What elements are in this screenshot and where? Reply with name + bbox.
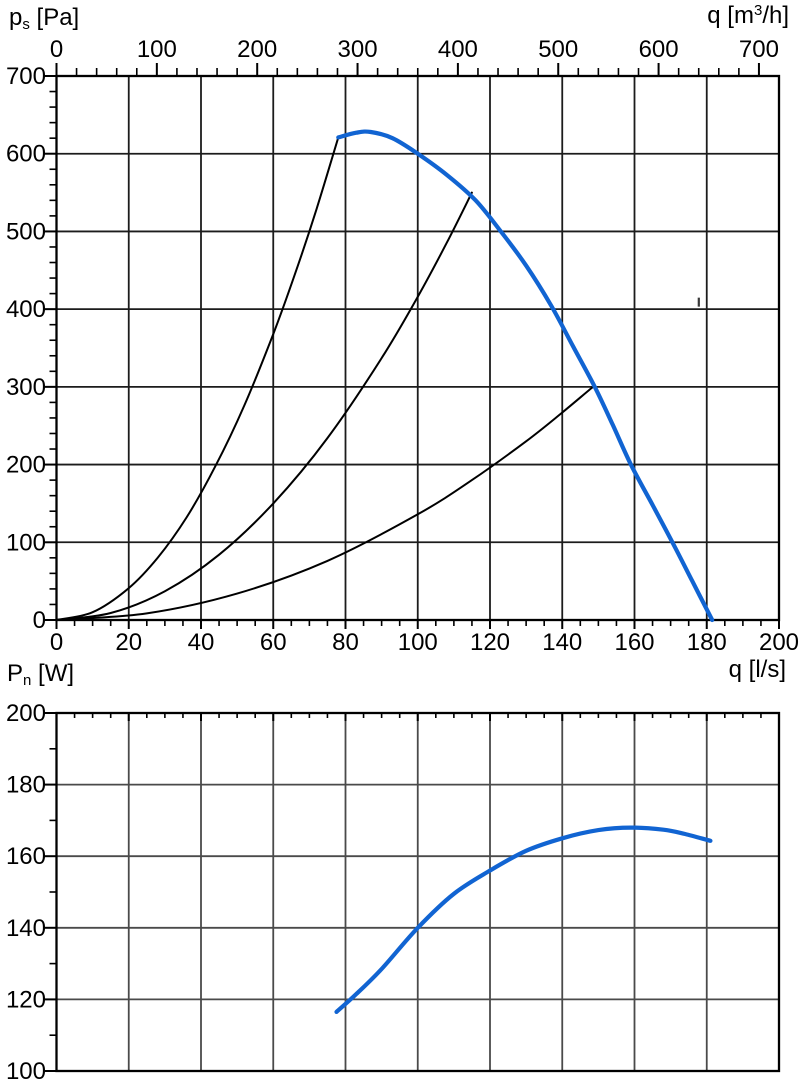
pressure-axis-tick-label: 600 (6, 141, 46, 168)
bottom-axis-tick-label: 180 (687, 629, 727, 656)
top-axis-tick-label: 100 (137, 36, 177, 63)
bottom-axis-tick-label: 200 (759, 629, 799, 656)
pressure-chart-curves (55, 129, 715, 623)
pressure-axis-tick-label: 500 (6, 218, 46, 245)
pressure-axis-tick-label: 700 (6, 63, 46, 90)
power-chart: 100 120 140 160 180 200 (6, 700, 781, 1083)
power-axis-tick-label: 200 (6, 700, 46, 727)
power-axis-tick-label: 120 (6, 986, 46, 1013)
flow-symbol: q (707, 2, 721, 29)
pressure-axis-tick-label: 100 (6, 529, 46, 556)
power-symbol-subscript: n (23, 672, 32, 689)
power-unit: [W] (31, 660, 75, 687)
bottom-axis-tick-label: 160 (614, 629, 654, 656)
top-axis-tick-label: 300 (338, 36, 378, 63)
pressure-chart-grid (56, 76, 779, 620)
stray-tick-mark (697, 297, 700, 307)
pressure-symbol: p (9, 4, 23, 31)
bottom-axis-tick-label: 80 (332, 629, 359, 656)
power-chart-ticks (43, 712, 780, 1072)
flow-unit-superscript: 3 (753, 2, 763, 19)
power-curve (334, 825, 713, 1014)
pressure-axis-unit-label: ps [Pa] (9, 4, 80, 33)
power-axis-tick-label: 100 (6, 1058, 46, 1083)
top-axis-tick-label: 400 (438, 36, 478, 63)
bottom-axis-tick-label: 40 (188, 629, 215, 656)
bottom-axis-tick-label: 140 (542, 629, 582, 656)
power-axis-unit-label: Pn [W] (7, 660, 75, 689)
flow-bottom-axis-unit-label: q [l/s] (728, 656, 786, 683)
pressure-symbol-subscript: s (22, 16, 30, 33)
top-axis-tick-label: 700 (739, 36, 779, 63)
flow-unit-close: /h] (762, 2, 789, 29)
bottom-axis-tick-label: 20 (115, 629, 142, 656)
bottom-axis-tick-label: 120 (470, 629, 510, 656)
flow-top-axis-unit-label: q [m3/h] (707, 2, 789, 29)
pressure-unit: [Pa] (29, 4, 80, 31)
pressure-chart-ticks (43, 63, 780, 629)
top-axis-tick-label: 0 (50, 36, 63, 63)
top-axis-tick-label: 600 (639, 36, 679, 63)
power-axis-tick-label: 180 (6, 772, 46, 799)
top-axis-tick-label: 200 (237, 36, 277, 63)
pressure-axis-tick-label: 0 (33, 607, 46, 634)
pressure-axis-tick-label: 300 (6, 374, 46, 401)
system-resistance-curve-1 (55, 136, 340, 621)
power-chart-grid (56, 713, 779, 1071)
system-resistance-curve-3 (55, 385, 594, 621)
power-chart-tick-labels: 100 120 140 160 180 200 (6, 700, 46, 1083)
power-symbol: P (7, 660, 24, 687)
fan-pressure-curve (336, 129, 715, 623)
pressure-axis-tick-label: 400 (6, 296, 46, 323)
power-axis-tick-label: 140 (6, 915, 46, 942)
bottom-axis-tick-label: 0 (50, 629, 63, 656)
pressure-axis-tick-label: 200 (6, 452, 46, 479)
power-chart-curves (334, 825, 713, 1014)
bottom-axis-tick-label: 100 (398, 629, 438, 656)
top-axis-tick-label: 500 (538, 36, 578, 63)
flow-unit-open: [m (720, 2, 754, 29)
system-resistance-curve-2 (55, 191, 473, 621)
bottom-axis-tick-label: 60 (260, 629, 287, 656)
power-axis-tick-label: 160 (6, 843, 46, 870)
